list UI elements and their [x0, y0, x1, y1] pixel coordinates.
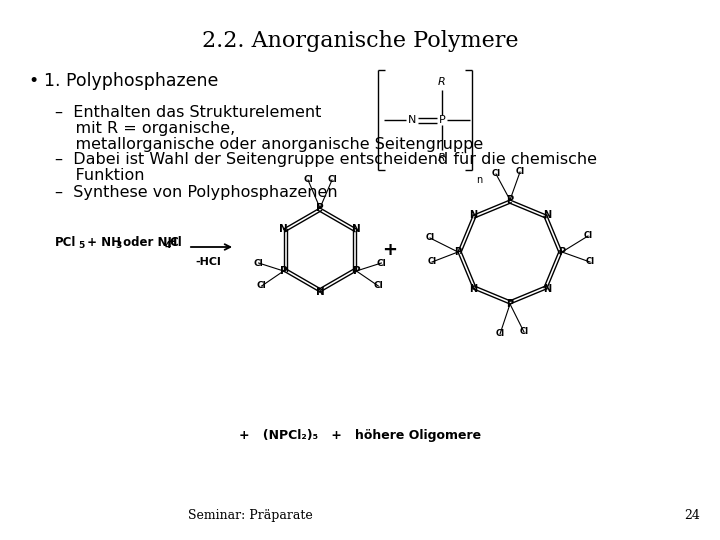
Text: N: N: [315, 287, 325, 297]
Text: Cl: Cl: [257, 281, 266, 291]
Text: +   (NPCl₂)₅   +   höhere Oligomere: + (NPCl₂)₅ + höhere Oligomere: [239, 429, 481, 442]
Text: N: N: [469, 284, 477, 294]
Text: N: N: [543, 210, 551, 220]
Text: –  Dabei ist Wahl der Seitengruppe entscheidend für die chemische: – Dabei ist Wahl der Seitengruppe entsch…: [55, 152, 597, 167]
Text: Funktion: Funktion: [55, 168, 145, 183]
Text: Cl: Cl: [495, 329, 505, 339]
Text: P: P: [506, 195, 513, 205]
Text: Cl: Cl: [374, 281, 383, 291]
Text: n: n: [476, 175, 482, 185]
Text: –  Synthese von Polyphosphazenen: – Synthese von Polyphosphazenen: [55, 185, 338, 200]
Text: Cl: Cl: [428, 258, 436, 267]
Text: + NH: + NH: [83, 235, 121, 248]
Text: N: N: [543, 284, 551, 294]
Text: PCl: PCl: [55, 235, 76, 248]
Text: -HCl: -HCl: [195, 257, 221, 267]
Text: 3: 3: [115, 241, 121, 251]
Text: P: P: [280, 266, 287, 276]
Text: Cl: Cl: [169, 235, 181, 248]
Text: R: R: [438, 77, 446, 87]
Text: Cl: Cl: [492, 170, 500, 179]
Text: N: N: [469, 210, 477, 220]
Text: Seminar: Präparate: Seminar: Präparate: [188, 509, 312, 522]
Text: Cl: Cl: [253, 259, 264, 267]
Text: 2.2. Anorganische Polymere: 2.2. Anorganische Polymere: [202, 30, 518, 52]
Text: +: +: [382, 241, 397, 259]
Text: Cl: Cl: [377, 259, 386, 267]
Text: N: N: [279, 224, 288, 234]
Text: –  Enthalten das Strukturelement: – Enthalten das Strukturelement: [55, 105, 321, 120]
Text: 1. Polyphosphazene: 1. Polyphosphazene: [44, 72, 218, 90]
Text: Cl: Cl: [426, 233, 435, 242]
Text: Cl: Cl: [303, 176, 313, 185]
Text: P: P: [438, 115, 446, 125]
Text: Cl: Cl: [519, 327, 528, 336]
Text: Cl: Cl: [516, 167, 525, 177]
Text: P: P: [559, 247, 566, 257]
Text: P: P: [316, 203, 324, 213]
Text: R: R: [438, 153, 446, 163]
Text: •: •: [28, 72, 38, 90]
Text: 5: 5: [78, 241, 84, 251]
Text: 24: 24: [684, 509, 700, 522]
Text: Cl: Cl: [327, 176, 337, 185]
Text: metallorganische oder anorganische Seitengruppe: metallorganische oder anorganische Seite…: [55, 137, 483, 152]
Text: P: P: [353, 266, 360, 276]
Text: N: N: [408, 115, 416, 125]
Text: N: N: [352, 224, 361, 234]
Text: P: P: [506, 299, 513, 309]
Text: 4: 4: [165, 241, 171, 251]
Text: oder NH: oder NH: [119, 235, 177, 248]
Text: P: P: [454, 247, 462, 257]
Text: mit R = organische,: mit R = organische,: [55, 121, 235, 136]
Text: Cl: Cl: [583, 232, 593, 240]
Text: Cl: Cl: [585, 258, 595, 267]
